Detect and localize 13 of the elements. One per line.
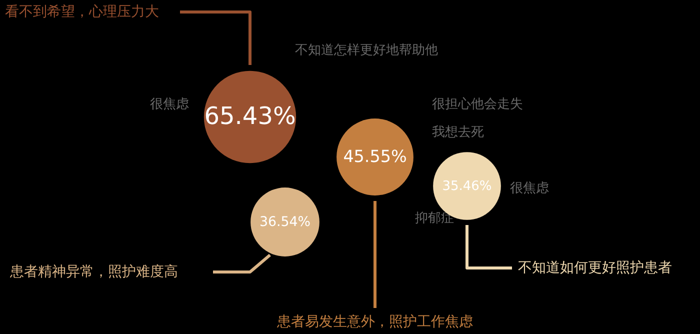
data-label: 36.54%: [259, 215, 311, 230]
text: 很担心他会走失: [432, 96, 523, 112]
data-label: 35.46%: [442, 179, 492, 194]
text: 不知道怎样更好地帮助他: [295, 43, 438, 58]
category-label: 患者精神异常，照护难度高: [9, 264, 178, 280]
category-label: 不知道如何更好照护患者: [518, 260, 672, 276]
category-label: 看不到希望，心理压力大: [5, 4, 159, 20]
data-label: 45.55%: [343, 146, 407, 166]
category-label: 患者易发生意外，照护工作焦虑: [276, 314, 473, 330]
data-label: 65.43%: [204, 102, 296, 130]
text: 我想去死: [432, 125, 484, 140]
text: 很焦虑: [510, 181, 549, 196]
text: 很焦虑: [150, 97, 189, 112]
